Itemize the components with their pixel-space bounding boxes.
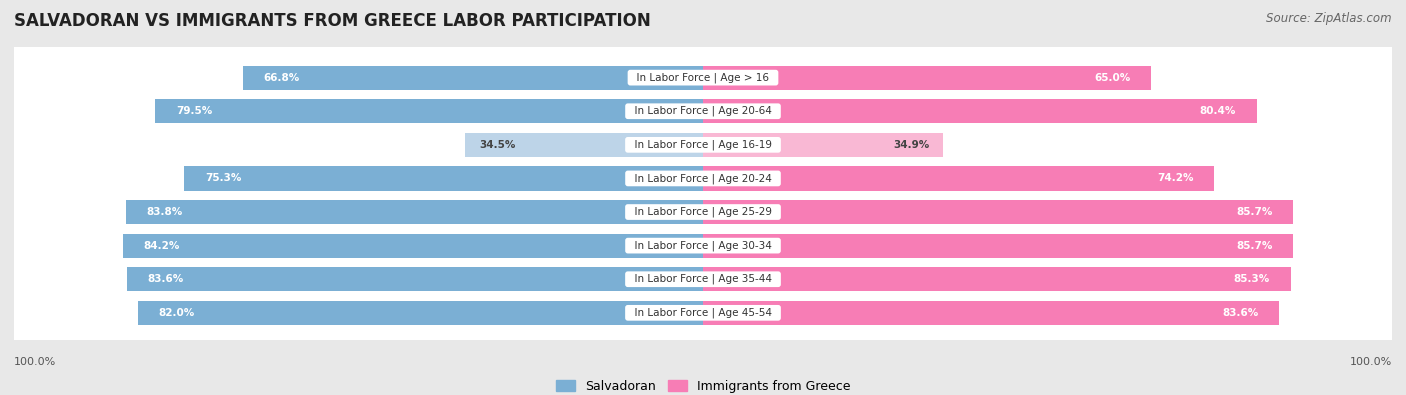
Bar — [703, 233, 1294, 258]
Bar — [703, 301, 1279, 325]
Bar — [125, 200, 703, 224]
Text: In Labor Force | Age 20-24: In Labor Force | Age 20-24 — [628, 173, 778, 184]
Bar — [703, 166, 1215, 190]
FancyBboxPatch shape — [6, 238, 1400, 320]
Text: 34.5%: 34.5% — [479, 140, 516, 150]
Text: In Labor Force | Age > 16: In Labor Force | Age > 16 — [630, 72, 776, 83]
FancyBboxPatch shape — [6, 205, 1400, 287]
Bar — [122, 233, 703, 258]
Bar — [184, 166, 703, 190]
Text: 83.8%: 83.8% — [146, 207, 183, 217]
FancyBboxPatch shape — [6, 272, 1400, 354]
Bar — [703, 66, 1152, 90]
Bar — [127, 267, 703, 292]
Text: 74.2%: 74.2% — [1157, 173, 1194, 183]
FancyBboxPatch shape — [6, 70, 1400, 152]
Bar — [155, 99, 703, 123]
Text: In Labor Force | Age 45-54: In Labor Force | Age 45-54 — [627, 308, 779, 318]
Text: 84.2%: 84.2% — [143, 241, 180, 250]
Text: 83.6%: 83.6% — [1222, 308, 1258, 318]
Text: SALVADORAN VS IMMIGRANTS FROM GREECE LABOR PARTICIPATION: SALVADORAN VS IMMIGRANTS FROM GREECE LAB… — [14, 12, 651, 30]
Text: 82.0%: 82.0% — [159, 308, 195, 318]
FancyBboxPatch shape — [6, 37, 1400, 118]
Text: In Labor Force | Age 35-44: In Labor Force | Age 35-44 — [627, 274, 779, 284]
Text: In Labor Force | Age 20-64: In Labor Force | Age 20-64 — [628, 106, 778, 117]
Bar — [138, 301, 703, 325]
Bar — [243, 66, 703, 90]
Bar — [703, 133, 943, 157]
Text: In Labor Force | Age 25-29: In Labor Force | Age 25-29 — [627, 207, 779, 217]
Bar — [703, 99, 1257, 123]
Text: 34.9%: 34.9% — [893, 140, 929, 150]
Bar — [703, 200, 1294, 224]
Text: 65.0%: 65.0% — [1094, 73, 1130, 83]
Text: 75.3%: 75.3% — [205, 173, 242, 183]
Text: 100.0%: 100.0% — [1350, 357, 1392, 367]
Text: 79.5%: 79.5% — [176, 106, 212, 116]
Text: Source: ZipAtlas.com: Source: ZipAtlas.com — [1267, 12, 1392, 25]
Text: 85.7%: 85.7% — [1236, 241, 1272, 250]
Text: 83.6%: 83.6% — [148, 274, 184, 284]
Text: 100.0%: 100.0% — [14, 357, 56, 367]
FancyBboxPatch shape — [6, 171, 1400, 253]
FancyBboxPatch shape — [6, 137, 1400, 219]
Text: 85.7%: 85.7% — [1236, 207, 1272, 217]
Bar — [465, 133, 703, 157]
FancyBboxPatch shape — [6, 104, 1400, 186]
Text: In Labor Force | Age 30-34: In Labor Force | Age 30-34 — [628, 241, 778, 251]
Legend: Salvadoran, Immigrants from Greece: Salvadoran, Immigrants from Greece — [551, 375, 855, 395]
Text: In Labor Force | Age 16-19: In Labor Force | Age 16-19 — [627, 139, 779, 150]
Text: 85.3%: 85.3% — [1233, 274, 1270, 284]
Text: 80.4%: 80.4% — [1199, 106, 1236, 116]
Text: 66.8%: 66.8% — [263, 73, 299, 83]
Bar — [703, 267, 1291, 292]
